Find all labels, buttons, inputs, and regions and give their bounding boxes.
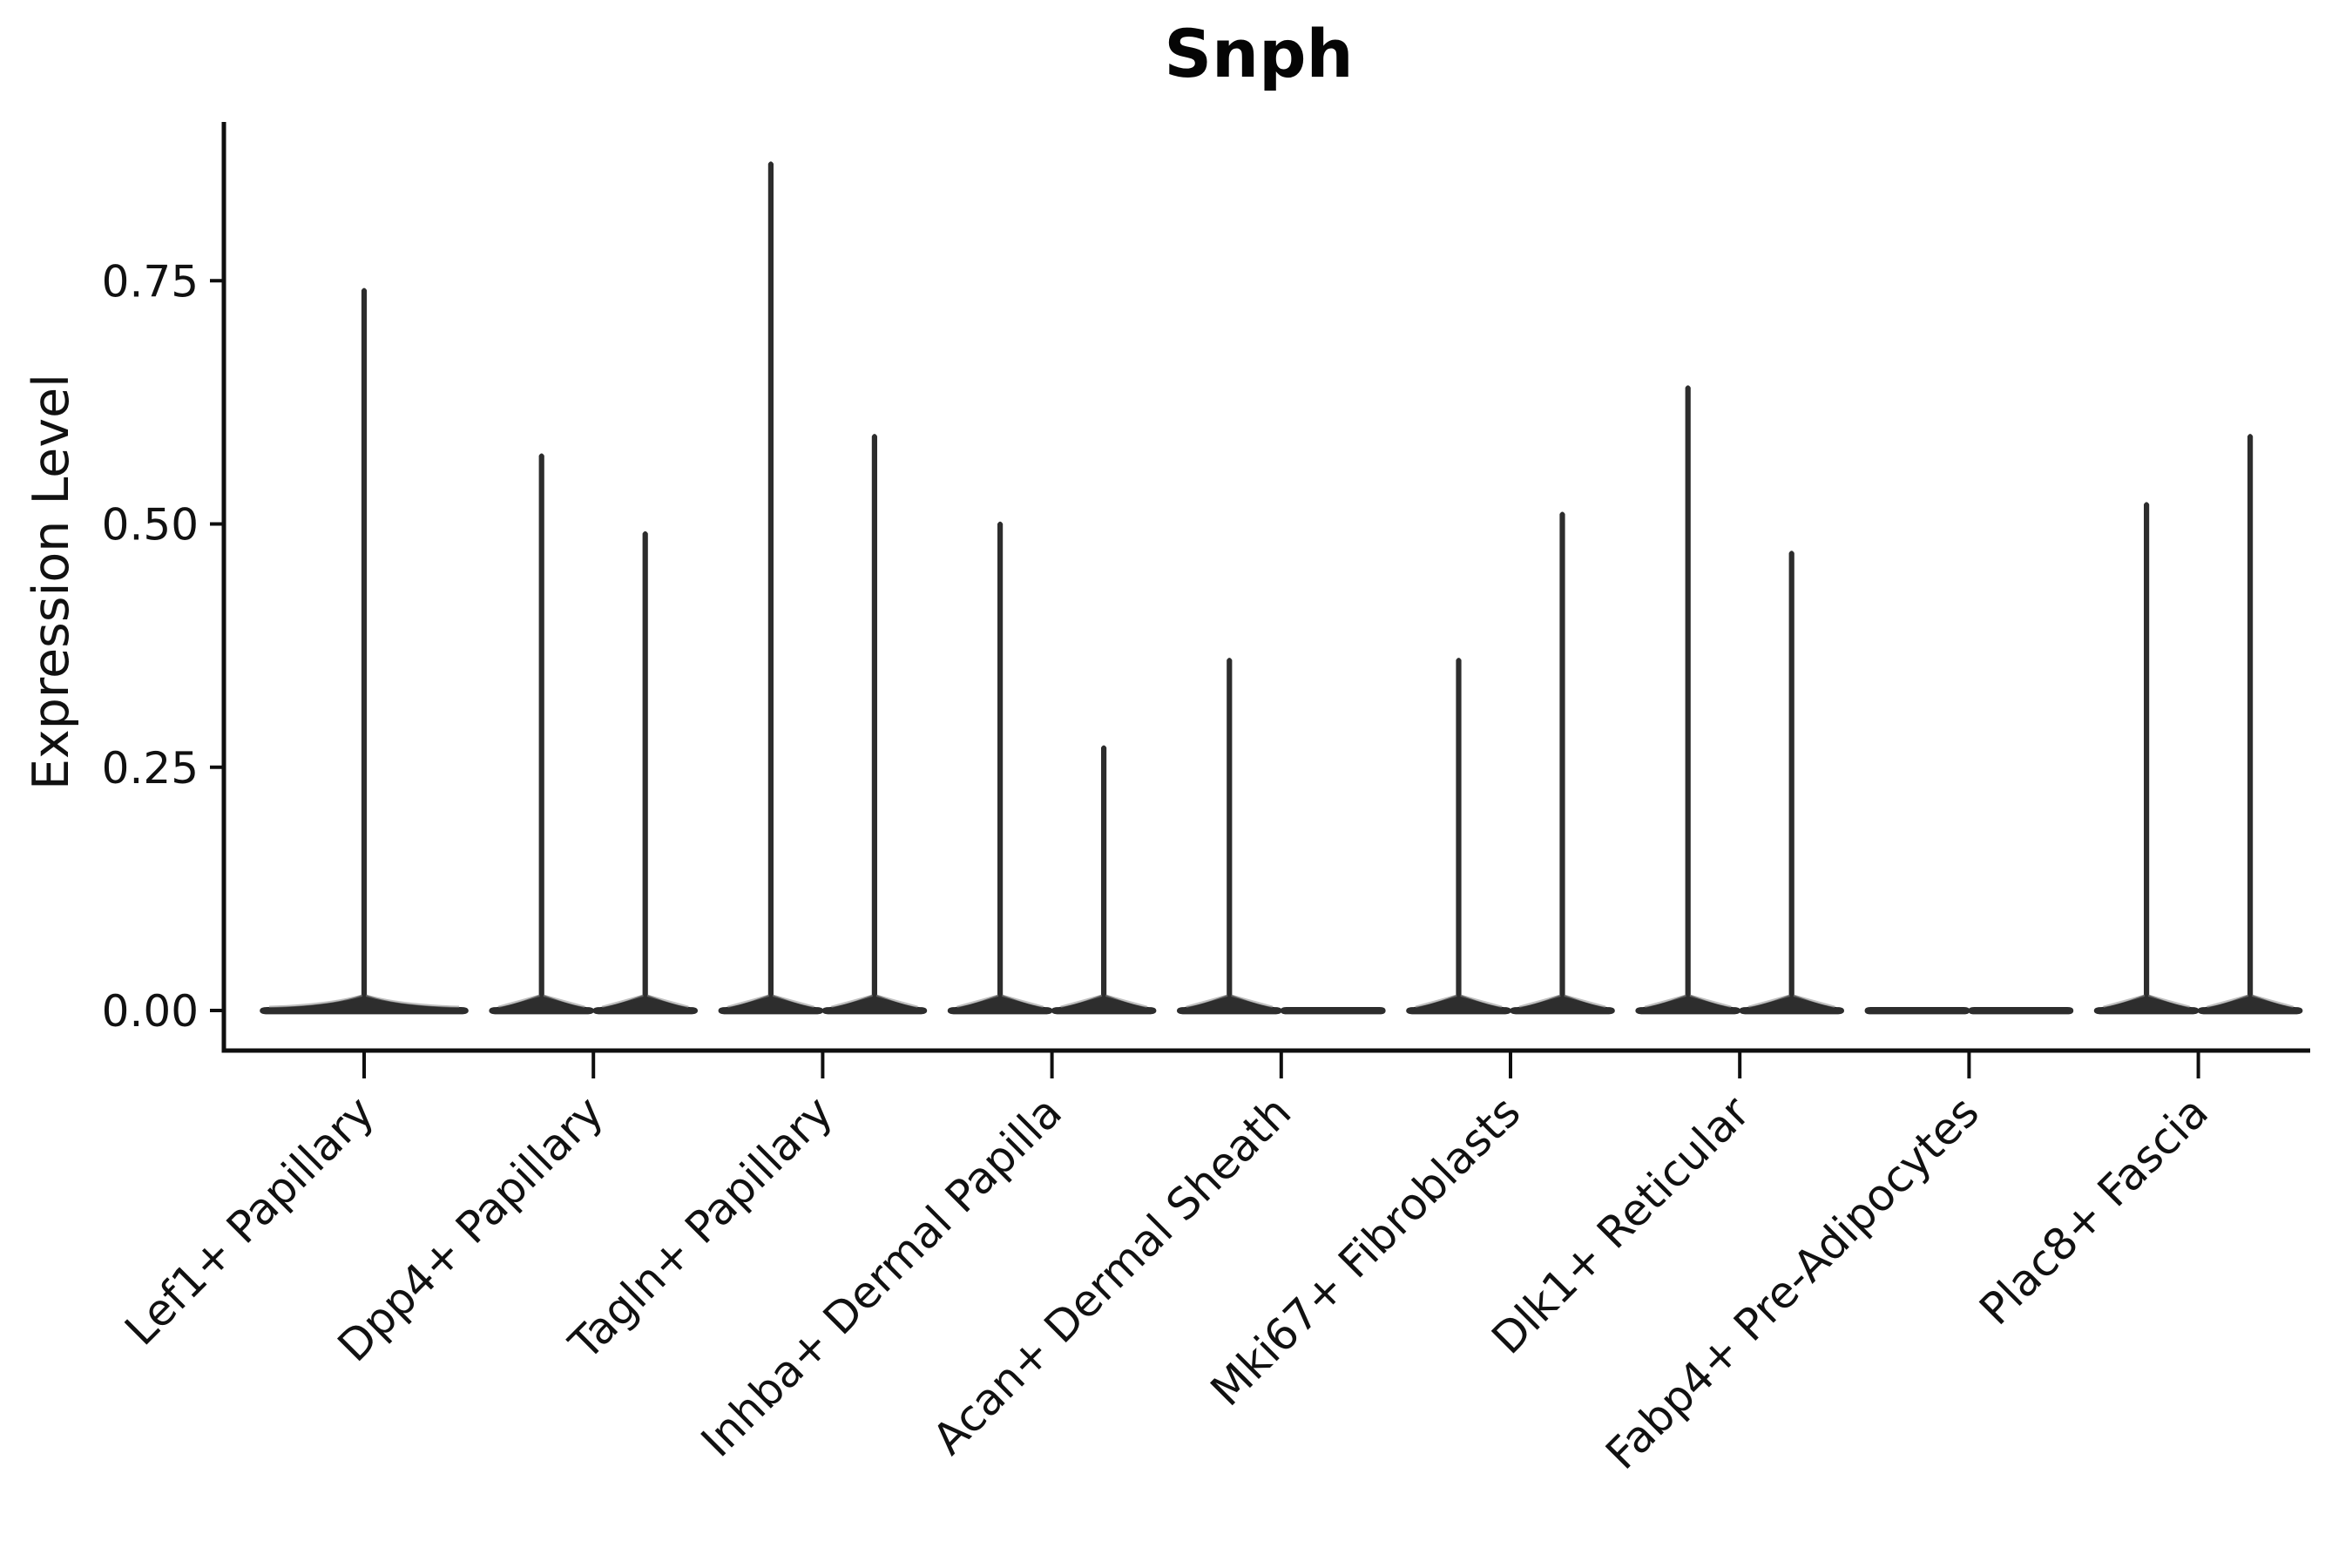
y-tick-label: 0.25: [102, 743, 199, 794]
violin-shoulder: [1186, 994, 1274, 1009]
y-axis-label: Expression Level: [23, 374, 80, 790]
violin: [1864, 1007, 1970, 1015]
violin-shoulder: [1747, 994, 1835, 1009]
violin: [1739, 551, 1844, 1015]
y-tick-label: 0.00: [102, 986, 199, 1037]
violin: [947, 521, 1053, 1015]
violin: [1281, 1007, 1386, 1015]
violin: [489, 453, 594, 1015]
violin-shoulder: [1060, 994, 1147, 1009]
violin: [1968, 1007, 2074, 1015]
x-tick-label: Plac8+ Fascia: [1970, 1086, 2218, 1335]
violin-shoulder: [831, 994, 918, 1009]
violin: [1635, 385, 1740, 1015]
violin-shoulder: [1644, 994, 1732, 1009]
violin: [1406, 658, 1511, 1015]
violin: [718, 161, 824, 1015]
y-ticks: 0.00 0.25 0.50 0.75: [102, 256, 224, 1037]
y-tick-label: 0.50: [102, 500, 199, 551]
violins-layer: [260, 161, 2303, 1015]
axes-layer: [221, 122, 2310, 1053]
violin: [1510, 511, 1615, 1015]
violin-shoulder: [601, 994, 689, 1009]
violin: [592, 531, 698, 1015]
violin-shoulder: [1415, 994, 1503, 1009]
violin: [821, 434, 928, 1015]
violin-shoulder: [727, 994, 814, 1009]
violin: [260, 287, 469, 1015]
violin-shoulder: [2207, 994, 2294, 1009]
violin-shoulder: [268, 994, 460, 1009]
plot-title: Snph: [1164, 15, 1353, 92]
violin: [1177, 658, 1282, 1015]
violin: [2197, 434, 2303, 1015]
violin-shoulder: [497, 994, 585, 1009]
violin-shoulder: [1518, 994, 1606, 1009]
violin: [2093, 502, 2200, 1015]
violin: [1051, 745, 1157, 1015]
violin-shoulder: [956, 994, 1044, 1009]
x-tick-label: Lef1+ Papillary: [115, 1086, 383, 1355]
violin-shoulder: [2103, 994, 2190, 1009]
y-tick-label: 0.75: [102, 256, 199, 307]
x-tick-label: Fabp4+ Pre-Adipocytes: [1596, 1086, 1989, 1479]
